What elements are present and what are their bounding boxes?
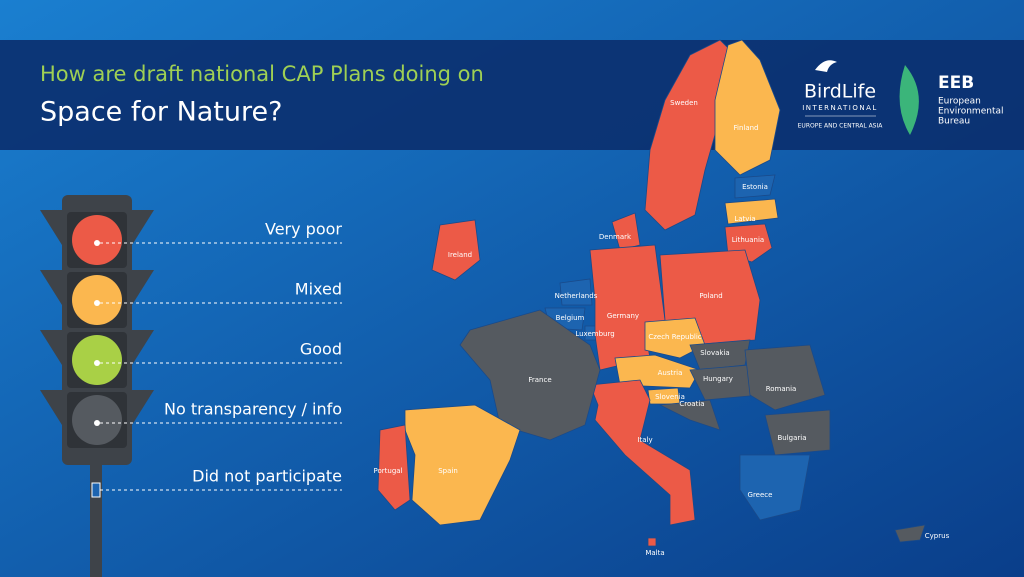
country-label: Lithuania: [732, 236, 764, 244]
country-label: Slovakia: [700, 349, 729, 357]
birdlife-sub: INTERNATIONAL: [802, 104, 878, 112]
country-label: Germany: [607, 312, 639, 320]
legend-label: Very poor: [265, 220, 342, 239]
country-label: Poland: [699, 292, 722, 300]
birdlife-logo: BirdLife INTERNATIONAL EUROPE AND CENTRA…: [798, 60, 884, 130]
country-label: Denmark: [599, 233, 632, 241]
light-dot: [94, 240, 100, 246]
bird-icon: [815, 60, 837, 72]
legend-label: Mixed: [295, 280, 342, 299]
traffic-light: Very poor Mixed Good No transparency / info…: [40, 195, 342, 577]
eeb-name: EEB: [938, 73, 974, 93]
light-dot: [94, 420, 100, 426]
country: [459, 309, 601, 441]
legend-label: No transparency / info: [164, 400, 342, 419]
country: [724, 198, 779, 225]
country: [744, 344, 826, 411]
light-dot: [94, 360, 100, 366]
country-label: Netherlands: [555, 292, 598, 300]
leaf-icon: [899, 65, 919, 135]
country: [734, 174, 776, 199]
eeb-line1: European: [938, 97, 981, 107]
eeb-line2: Environmental: [938, 107, 1003, 117]
country-label: Greece: [748, 491, 773, 499]
country-label: Hungary: [703, 375, 733, 383]
country: [658, 399, 721, 431]
country-label: Italy: [637, 436, 652, 444]
legend-label: Did not participate: [192, 467, 342, 486]
country-label: Luxemburg: [575, 330, 614, 338]
country: [689, 339, 751, 371]
pole: [90, 460, 102, 577]
country: [559, 278, 593, 306]
birdlife-region: EUROPE AND CENTRAL ASIA: [798, 123, 884, 130]
country-label: France: [528, 376, 551, 384]
country-label: Sweden: [670, 99, 698, 107]
country-label: Austria: [658, 369, 683, 377]
country: [611, 212, 641, 251]
country-label: Cyprus: [925, 532, 950, 540]
country-label: Finland: [733, 124, 758, 132]
country: [894, 524, 926, 543]
country-label: Malta: [645, 549, 664, 557]
country-label: Spain: [438, 467, 458, 475]
country: [404, 404, 521, 526]
country: [377, 424, 411, 511]
country-label: Belgium: [556, 314, 585, 322]
country-label: Ireland: [448, 251, 472, 259]
birdlife-name: BirdLife: [804, 81, 876, 103]
light-visors: [40, 210, 154, 425]
country: [764, 409, 831, 456]
country-label: Romania: [766, 385, 797, 393]
light-dot: [94, 300, 100, 306]
pole-marker: [91, 482, 101, 498]
country-label: Latvia: [734, 215, 755, 223]
country-label: Czech Republic: [648, 333, 701, 341]
country: [739, 454, 811, 521]
country-label: Estonia: [742, 183, 768, 191]
country: [647, 537, 657, 547]
country-label: Slovenia: [655, 393, 685, 401]
country: [431, 219, 481, 281]
eeb-line3: Bureau: [938, 117, 970, 127]
country-label: Portugal: [374, 467, 403, 475]
legend-label: Good: [300, 340, 342, 359]
country: [714, 39, 781, 176]
country-label: Bulgaria: [777, 434, 806, 442]
header-band: [0, 40, 1024, 150]
title-line1: How are draft national CAP Plans doing o…: [40, 62, 484, 86]
country-label: Croatia: [679, 400, 704, 408]
map: Sweden Finland Estonia Latvia Lithuania Denma…: [374, 39, 950, 557]
eeb-logo: EEB European Environmental Bureau: [899, 65, 1003, 135]
title-line2: Space for Nature?: [40, 97, 282, 128]
country: [589, 379, 696, 526]
